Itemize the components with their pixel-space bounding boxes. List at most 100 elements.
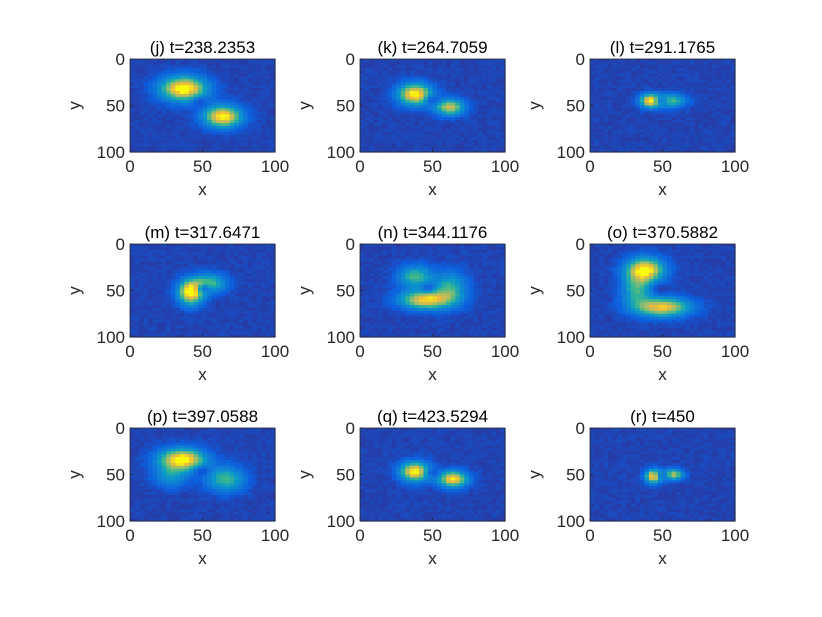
heatmap-cell	[667, 111, 673, 115]
heatmap-cell	[216, 287, 222, 292]
heatmap-cell	[220, 108, 226, 112]
heatmap-cell	[400, 90, 406, 95]
heatmap-cell	[234, 307, 240, 312]
heatmap-cell	[134, 79, 140, 83]
heatmap-cell	[617, 82, 623, 86]
heatmap-cell	[405, 117, 411, 121]
heatmap-cell	[486, 125, 493, 130]
heatmap-cell	[378, 273, 384, 277]
heatmap-cell	[202, 270, 208, 274]
heatmap-cell	[437, 131, 443, 136]
heatmap-cell	[707, 137, 713, 141]
heatmap-cell	[134, 117, 140, 121]
heatmap-cell	[450, 73, 456, 78]
heatmap-cell	[639, 125, 645, 130]
heatmap-cell	[639, 122, 645, 127]
heatmap-cell	[161, 244, 167, 248]
heatmap-cell	[364, 61, 370, 66]
heatmap-cell	[220, 252, 226, 257]
heatmap-cell	[437, 137, 443, 141]
heatmap-cell	[594, 82, 600, 86]
heatmap-cell	[391, 244, 397, 248]
heatmap-cell	[364, 105, 370, 110]
heatmap-cell	[130, 128, 136, 133]
heatmap-cell	[676, 82, 682, 86]
heatmap-cell	[450, 296, 456, 300]
heatmap-cell	[626, 76, 632, 80]
heatmap-cell	[360, 146, 366, 150]
heatmap-cell	[373, 131, 379, 136]
heatmap-cell	[193, 302, 199, 306]
heatmap-cell	[373, 85, 379, 89]
heatmap-cell	[148, 93, 154, 98]
heatmap-cell	[188, 117, 195, 121]
heatmap-cell	[382, 149, 388, 153]
heatmap-cell	[653, 140, 659, 144]
heatmap-cell	[725, 131, 732, 136]
heatmap-cell	[468, 278, 474, 283]
heatmap-cell	[667, 73, 673, 78]
heatmap-cell	[716, 105, 723, 110]
heatmap-cell	[725, 108, 732, 112]
heatmap-cell	[216, 302, 222, 306]
heatmap-cell	[252, 246, 258, 251]
heatmap-cell	[455, 90, 461, 95]
heatmap-cell	[197, 273, 204, 277]
heatmap-cell	[698, 96, 704, 101]
heatmap-cell	[495, 275, 502, 280]
heatmap-cell	[229, 76, 235, 80]
heatmap-cell	[378, 310, 384, 315]
heatmap-cell	[441, 122, 447, 127]
heatmap-cell	[166, 143, 172, 147]
heatmap-cell	[179, 290, 185, 295]
heatmap-cell	[184, 278, 190, 283]
heatmap-cell	[603, 146, 609, 150]
heatmap-cell	[468, 258, 474, 263]
heatmap-cell	[364, 111, 370, 115]
heatmap-cell	[418, 278, 425, 283]
heatmap-cell	[143, 134, 149, 139]
heatmap-cell	[184, 331, 190, 335]
heatmap-cell	[152, 61, 158, 66]
heatmap-cell	[238, 134, 244, 139]
heatmap-cell	[644, 149, 650, 153]
heatmap-cell	[459, 105, 465, 110]
heatmap-cell	[423, 128, 429, 133]
heatmap-cell	[667, 102, 673, 107]
heatmap-cell	[166, 125, 172, 130]
heatmap-cell	[261, 319, 267, 324]
heatmap-cell	[229, 99, 235, 104]
heatmap-cell	[261, 255, 267, 260]
heatmap-cell	[216, 149, 222, 153]
heatmap-cell	[423, 73, 429, 78]
heatmap-cell	[437, 114, 443, 118]
heatmap-cell	[247, 258, 253, 263]
heatmap-cell	[387, 244, 393, 248]
heatmap-cell	[211, 111, 217, 115]
heatmap-cell	[685, 134, 691, 139]
heatmap-cell	[148, 146, 154, 150]
heatmap-cell	[197, 249, 204, 254]
heatmap-cell	[170, 261, 176, 265]
heatmap-cell	[603, 99, 609, 104]
heatmap-cell	[608, 131, 614, 136]
heatmap-cell	[644, 59, 650, 63]
heatmap-cell	[612, 137, 618, 141]
heatmap-cell	[455, 99, 461, 104]
heatmap-cell	[148, 64, 154, 69]
heatmap-cell	[455, 70, 461, 75]
heatmap-cell	[234, 334, 240, 338]
heatmap-cell	[662, 70, 668, 75]
heatmap-cell	[612, 134, 618, 139]
heatmap-cell	[455, 252, 461, 257]
heatmap-cell	[590, 114, 596, 118]
heatmap-cell	[270, 125, 276, 130]
heatmap-cell	[400, 85, 406, 89]
heatmap-cell	[220, 244, 226, 248]
heatmap-cell	[130, 270, 136, 274]
heatmap-cell	[252, 64, 258, 69]
heatmap-cell	[202, 102, 208, 107]
heatmap-cell	[216, 96, 222, 101]
heatmap-cell	[378, 114, 384, 118]
heatmap-cell	[220, 246, 226, 251]
